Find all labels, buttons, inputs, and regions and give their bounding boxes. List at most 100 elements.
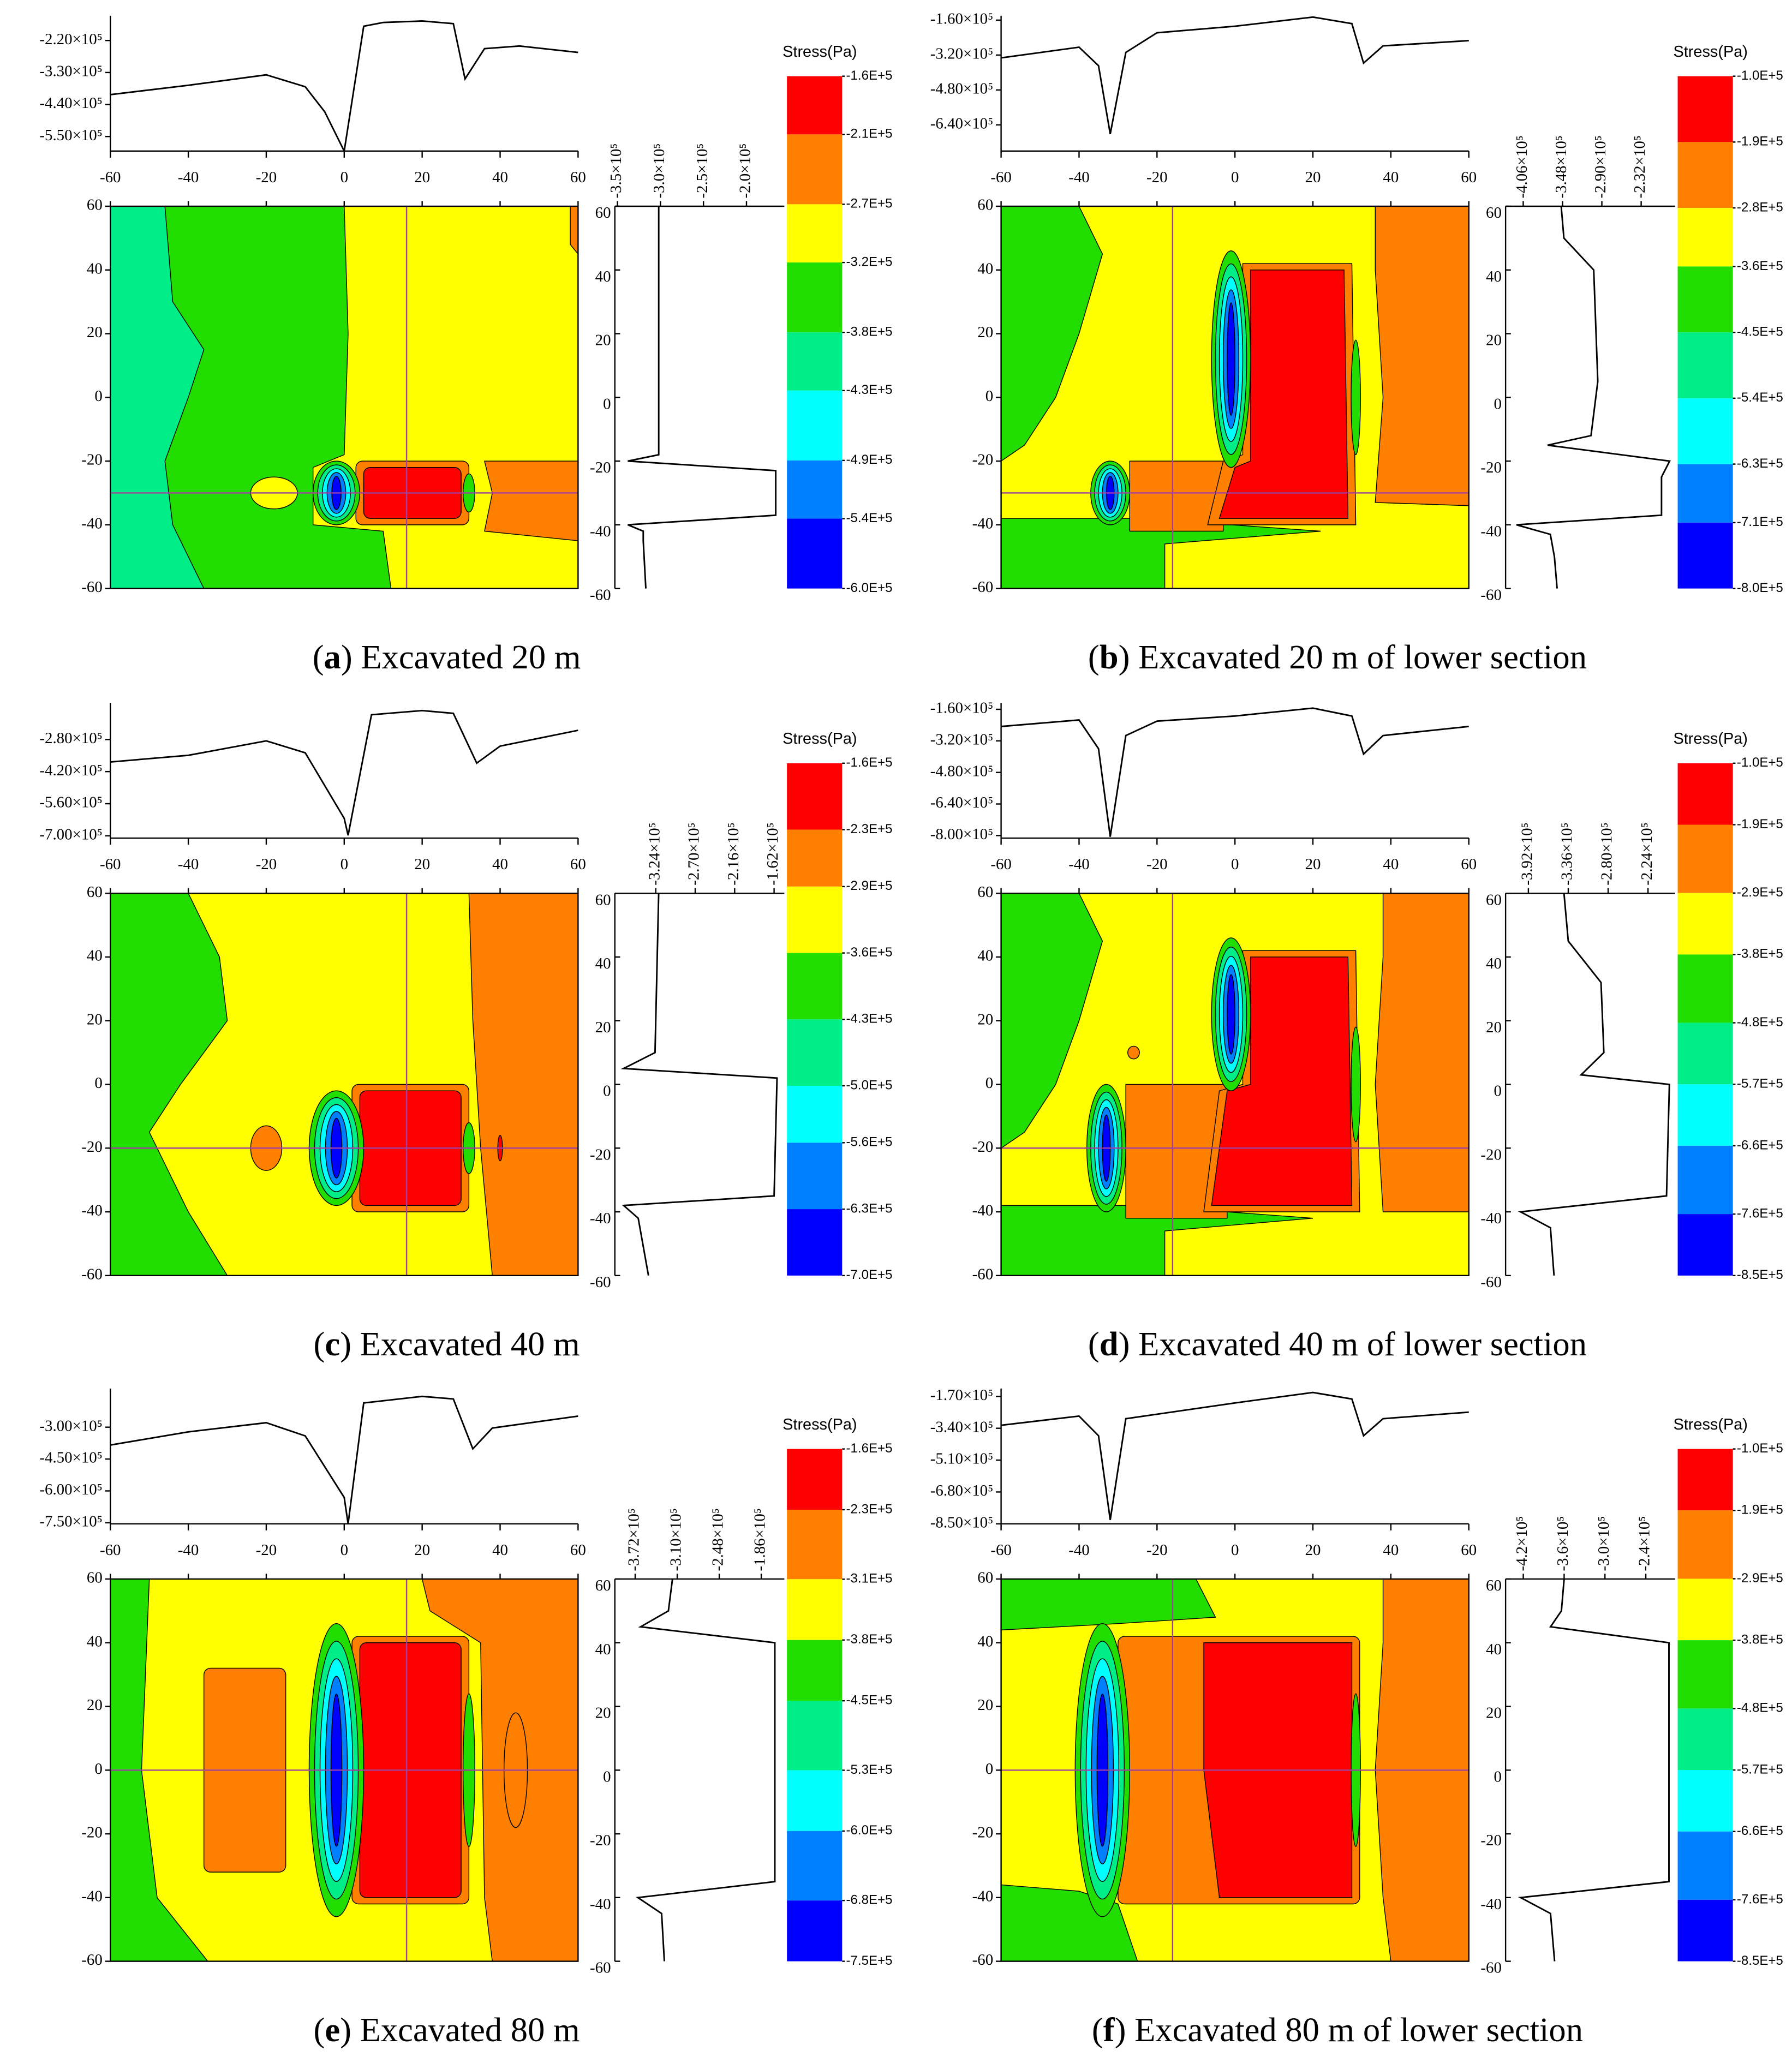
y-tick-label: -60: [1480, 587, 1502, 604]
colorbar-label: -1.6E+5: [846, 68, 893, 83]
colorbar-band: [787, 1579, 843, 1640]
colorbar-label: -1.0E+5: [1737, 68, 1783, 83]
caption-part: ) Excavated 40 m: [340, 1325, 580, 1364]
colorbar-band: [1677, 464, 1733, 523]
colorbar-band: [787, 1086, 843, 1143]
x-tick-label: -4.2×10⁵: [1513, 1516, 1531, 1571]
y-tick-label: 20: [87, 324, 103, 341]
y-tick-label: -5.50×10⁵: [39, 127, 102, 144]
panel: 60 40 20 0 -20 -40 -60 -60 -40 -20 0 20 40 60 -3.00×10…: [39, 1388, 893, 2049]
x-tick-label: 20: [414, 856, 430, 873]
colorbar-band: [1677, 522, 1733, 589]
y-tick-label: -60: [1480, 1959, 1502, 1977]
x-tick-label: -2.70×10⁵: [685, 822, 703, 885]
y-tick-label: 20: [595, 1019, 611, 1036]
y-tick-label: 0: [1494, 395, 1501, 412]
colorbar-band: [1677, 398, 1733, 464]
y-tick-label: -8.00×10⁵: [930, 826, 993, 843]
y-tick-label: -1.60×10⁵: [930, 10, 993, 28]
y-tick-label: -1.60×10⁵: [930, 699, 993, 717]
x-tick-label: 40: [492, 1541, 508, 1559]
y-tick-label: 60: [87, 1569, 103, 1587]
y-tick-label: 0: [1494, 1083, 1501, 1100]
y-tick-label: 40: [595, 1641, 611, 1658]
x-tick-label: -40: [1068, 856, 1090, 873]
contour-region: [1351, 339, 1361, 456]
colorbar-band: [787, 1449, 843, 1510]
colorbar-label: -4.5E+5: [1737, 324, 1783, 339]
y-tick-label: -5.60×10⁵: [39, 794, 102, 811]
x-tick-label: -2.5×10⁵: [694, 143, 711, 199]
colorbar-label: -3.1E+5: [846, 1571, 893, 1586]
colorbar-label: -7.1E+5: [1737, 515, 1783, 529]
caption-part: ) Excavated 80 m of lower section: [1115, 2011, 1583, 2049]
y-tick-label: 40: [1486, 268, 1502, 285]
profile-line: [1001, 1391, 1469, 1520]
caption-part: c: [325, 1325, 340, 1364]
colorbar-title: Stress(Pa): [1674, 730, 1748, 748]
contour-region: [1001, 893, 1103, 1149]
y-tick-label: -3.40×10⁵: [930, 1418, 993, 1436]
caption-part: (: [1092, 2011, 1103, 2049]
colorbar-label: -2.8E+5: [1737, 200, 1783, 214]
y-tick-label: 60: [977, 1569, 993, 1587]
x-tick-label: -2.24×10⁵: [1638, 822, 1656, 885]
y-tick-label: -40: [972, 1202, 994, 1219]
x-tick-label: 0: [341, 856, 348, 873]
contour-region: [484, 461, 578, 541]
x-tick-label: -60: [100, 856, 121, 873]
y-tick-label: -40: [972, 1887, 994, 1905]
y-tick-label: 20: [595, 332, 611, 349]
y-tick-label: -1.70×10⁵: [930, 1386, 993, 1404]
y-tick-label: 0: [985, 1760, 993, 1778]
y-tick-label: -40: [1480, 1895, 1502, 1913]
x-tick-label: 60: [570, 856, 586, 873]
colorbar-label: -1.0E+5: [1737, 1441, 1783, 1456]
colorbar-title: Stress(Pa): [1674, 1416, 1748, 1433]
colorbar-label: -5.3E+5: [846, 1762, 893, 1777]
x-tick-label: -40: [178, 169, 199, 186]
y-tick-label: 0: [603, 1083, 611, 1100]
colorbar-band: [787, 332, 843, 391]
y-tick-label: 40: [1486, 1641, 1502, 1658]
colorbar-label: -4.3E+5: [846, 1012, 893, 1026]
colorbar-band: [1677, 1899, 1733, 1962]
x-tick-label: -40: [1068, 169, 1090, 186]
y-tick-label: -20: [972, 451, 994, 469]
x-tick-label: -1.86×10⁵: [751, 1508, 769, 1571]
colorbar-label: -3.2E+5: [846, 254, 893, 269]
colorbar-band: [1677, 1831, 1733, 1900]
x-tick-label: 40: [492, 169, 508, 186]
y-tick-label: 40: [1486, 955, 1502, 972]
colorbar-label: -3.6E+5: [846, 945, 893, 960]
y-tick-label: 60: [1486, 204, 1502, 222]
colorbar-label: -6.3E+5: [1737, 456, 1783, 471]
y-tick-label: -20: [1480, 1832, 1502, 1849]
caption: (d) Excavated 40 m of lower section: [1088, 1325, 1587, 1364]
y-tick-label: -20: [81, 451, 103, 469]
y-tick-label: -20: [590, 459, 611, 476]
y-tick-label: 60: [1486, 891, 1502, 908]
contour-region: [110, 1578, 208, 1962]
colorbar-band: [787, 886, 843, 953]
colorbar-label: -7.6E+5: [1737, 1892, 1783, 1906]
colorbar-label: -5.6E+5: [846, 1135, 893, 1150]
y-tick-label: 60: [977, 883, 993, 901]
y-tick-label: -40: [81, 1202, 103, 1219]
colorbar-band: [1677, 1022, 1733, 1085]
colorbar-band: [787, 1900, 843, 1962]
caption-part: f: [1103, 2011, 1115, 2049]
x-tick-label: 40: [1383, 1541, 1399, 1559]
colorbar-band: [1677, 266, 1733, 333]
colorbar-band: [1677, 208, 1733, 267]
contour-region: [1351, 1026, 1361, 1143]
colorbar-label: -4.5E+5: [846, 1693, 893, 1707]
caption-part: (: [313, 1325, 325, 1364]
colorbar-label: -2.7E+5: [846, 196, 893, 211]
colorbar-band: [787, 204, 843, 263]
colorbar-label: -3.8E+5: [1737, 1633, 1783, 1647]
y-tick-label: 20: [977, 1696, 993, 1714]
colorbar-label: -2.9E+5: [1737, 885, 1783, 900]
caption-part: b: [1100, 638, 1119, 676]
colorbar-band: [1677, 1640, 1733, 1709]
